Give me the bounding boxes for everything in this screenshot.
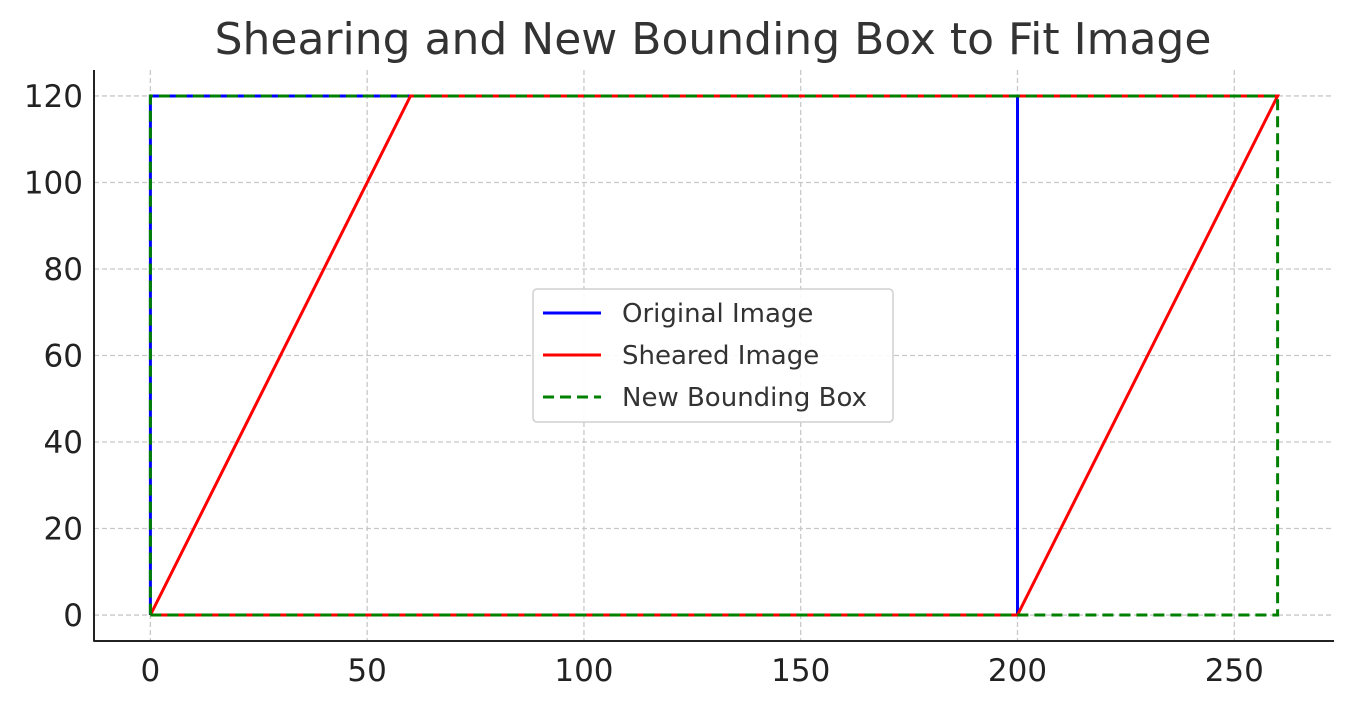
y-tick-label: 0: [63, 598, 83, 634]
legend-label-2: Sheared Image: [622, 341, 819, 371]
y-tick-label: 80: [44, 252, 83, 288]
y-tick-label: 40: [44, 425, 83, 461]
legend-label-3: New Bounding Box: [622, 383, 867, 413]
x-tick-label: 50: [347, 653, 386, 689]
x-tick-label: 150: [771, 653, 830, 689]
y-tick-label: 20: [44, 512, 83, 548]
y-tick-label: 100: [24, 165, 83, 201]
series-layer: [148, 94, 1281, 617]
y-tick-label: 60: [44, 339, 83, 375]
legend-label-1: Original Image: [622, 299, 813, 329]
x-tick-label: 100: [554, 653, 613, 689]
y-tick-label: 120: [24, 79, 83, 115]
x-tick-label: 250: [1205, 653, 1264, 689]
chart-title: Shearing and New Bounding Box to Fit Ima…: [215, 14, 1212, 65]
legend: Original Image Sheared Image New Bounding …: [532, 288, 894, 423]
legend-box: [532, 288, 894, 423]
ticks: 0 50 100 150 200 250 0 20 40 60 80 100 120: [24, 79, 1264, 689]
series-line-3: [148, 94, 1280, 617]
axes: [93, 70, 1334, 642]
x-tick-label: 200: [988, 653, 1047, 689]
x-tick-label: 0: [140, 653, 160, 689]
